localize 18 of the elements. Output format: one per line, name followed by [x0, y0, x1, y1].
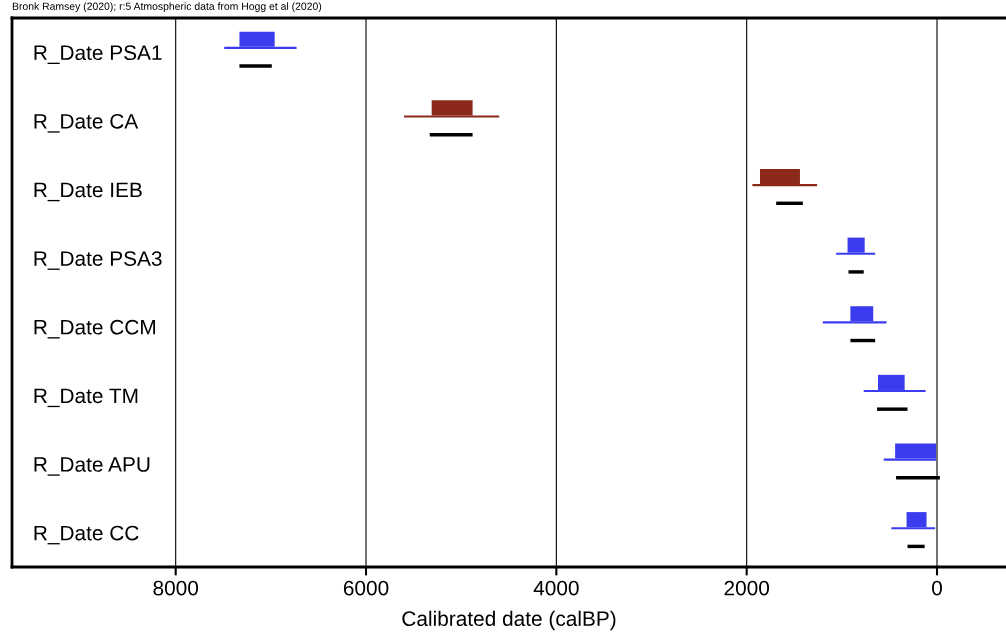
y-tick-label: R_Date CCM [34, 319, 155, 339]
y-tick-label: R_Date TM [34, 388, 138, 408]
bar [848, 270, 864, 274]
y-tick-label: R_Date CC [34, 525, 139, 545]
y-tick-label: R_Date APU [34, 457, 150, 476]
x-tick-label: 4000 [533, 580, 579, 596]
bar [239, 64, 272, 68]
x-tick-label: 6000 [343, 580, 389, 596]
chart-title: Bronk Ramsey (2020); r:5 Atmospheric data from Hogg et al (2020) [12, 2, 322, 12]
x-tick-label: 0 [932, 580, 942, 596]
y-tick-label: R_Date PSA3 [34, 251, 162, 270]
y-tick-label: R_Date IEB [34, 182, 142, 202]
x-axis-title: Calibrated date (calBP) [402, 610, 616, 631]
y-tick-label: R_Date PSA1 [34, 45, 162, 64]
x-tick-label: 8000 [153, 580, 199, 596]
x-tick-label: 2000 [724, 580, 770, 596]
y-tick-label: R_Date CA [34, 113, 139, 133]
bar [877, 407, 908, 411]
